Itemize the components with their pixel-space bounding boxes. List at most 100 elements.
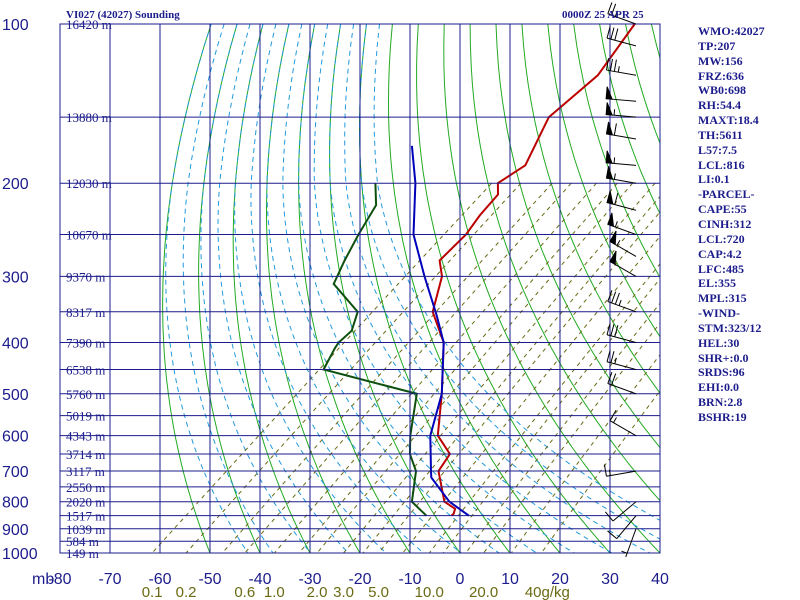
wind-barb [606, 190, 637, 211]
wind-barb [606, 323, 637, 343]
temperature-tick-label: -70 [98, 571, 121, 588]
moist-adiabat-line [282, 24, 500, 553]
temperature-tick-label: -30 [298, 571, 321, 588]
pressure-tick-label: 100 [2, 17, 29, 34]
dry-adiabat-line [329, 24, 461, 553]
wind-barb-flag [605, 150, 613, 164]
wind-barb-staff [612, 501, 637, 522]
wind-barb [605, 86, 637, 102]
mixing-ratio-line [185, 182, 522, 553]
wind-barb [609, 230, 637, 257]
wind-barb-feather [610, 324, 615, 336]
height-label: 8317 m [66, 305, 105, 320]
mixing-ratio-line [510, 354, 660, 553]
dry-adiabat-line [495, 24, 660, 449]
wind-barb [607, 372, 637, 395]
wind-barbs-group [603, 2, 637, 558]
mixing-ratio-label: 0.1 [142, 584, 163, 600]
mixing-ratio-line [362, 195, 660, 553]
stat-tp: TP:207 [698, 38, 736, 53]
height-label: 2550 m [66, 480, 105, 495]
temperature-tick-label: -80 [48, 571, 71, 588]
moist-adiabat-line [182, 24, 274, 553]
mixing-ratio-line [273, 182, 597, 553]
temperature-tick-label: -40 [248, 571, 271, 588]
mixing-ratio-label: 0.6 [234, 584, 255, 600]
mixing-ratio-line [377, 211, 660, 553]
dry-adiabat-line [573, 24, 660, 279]
dry-adiabat-line [198, 24, 261, 553]
height-label: 16420 m [66, 17, 112, 32]
wind-barb-staff [607, 13, 637, 25]
plot-area [151, 24, 660, 553]
mixing-ratio-line [482, 322, 660, 553]
wind-barb-feather [613, 59, 617, 72]
temperature-tick-label: -20 [348, 571, 371, 588]
wind-barb-feather [607, 372, 613, 384]
mixing-ratio-line [244, 182, 572, 553]
stat-rh: RH:54.4 [698, 98, 741, 113]
wind-barb [604, 501, 637, 522]
wind-barb [609, 409, 637, 437]
dry-adiabat-line [298, 24, 411, 553]
pressure-tick-label: 600 [2, 429, 29, 446]
stat-parcel-lcl: LCL:720 [698, 231, 745, 246]
wind-barb-staff [606, 470, 637, 477]
dry-adiabat-line [266, 24, 361, 553]
stat-cape: CAPE:55 [698, 202, 747, 217]
wind-barb-flag [605, 166, 614, 180]
wind-barb [605, 58, 637, 76]
stat-maxt: MAXT:18.4 [698, 113, 759, 128]
height-label: 10670 m [66, 228, 112, 243]
stat-mpl: MPL:315 [698, 291, 747, 306]
wind-barb-feather [609, 409, 617, 421]
pressure-tick-label: 700 [2, 464, 29, 481]
mixing-ratio-line [342, 182, 656, 553]
wind-barb-feather [614, 192, 619, 205]
wind-barb-half-feather [613, 417, 617, 423]
dry-adiabat-line [547, 24, 660, 338]
height-label: 13880 m [66, 110, 112, 125]
wind-barb-feather [609, 58, 613, 71]
stat-brn: BRN:2.8 [698, 395, 743, 410]
wind-barb-feather [614, 292, 620, 305]
stat-el: EL:355 [698, 276, 737, 291]
pressure-tick-label: 500 [2, 387, 29, 404]
wind-barb-feather [606, 26, 611, 39]
wind-barb [605, 166, 637, 184]
moist-adiabat-line [250, 24, 425, 553]
temperature-tick-label: -10 [398, 571, 421, 588]
wind-barb-feather [605, 58, 610, 71]
moist-adiabat-line [313, 24, 575, 553]
temperature-tick-label: -60 [148, 571, 171, 588]
mixing-ratio-label: 5.0 [368, 584, 389, 600]
moist-adiabat-line [358, 24, 660, 540]
moist-adiabat-line [329, 24, 613, 553]
mixing-ratio-line [151, 182, 492, 553]
wind-barb [605, 150, 637, 166]
stat-ehi: EHI:0.0 [698, 380, 740, 395]
wind-barb-flag [607, 212, 615, 228]
wind-barb-feather [606, 323, 611, 335]
stat-stm: STM:323/12 [698, 320, 762, 335]
moist-adiabat-line [298, 24, 538, 553]
moist-adiabat-line [200, 24, 312, 553]
mixing-ratio-label: 1.0 [264, 584, 285, 600]
wind-barb-feather [606, 350, 611, 362]
pressure-tick-label: 800 [2, 495, 29, 512]
dry-adiabat-line [358, 24, 511, 553]
mixing-ratio-line [465, 302, 660, 553]
mixing-ratio-line [316, 182, 633, 553]
wind-barb [621, 528, 637, 558]
wind-barb-half-feather [613, 109, 616, 116]
height-label: 5760 m [66, 387, 105, 402]
dry-adiabat-line [469, 24, 660, 502]
stat-parcel-heading: -PARCEL- [698, 187, 755, 202]
height-label: 5019 m [66, 409, 105, 424]
wind-barb-staff [606, 37, 637, 47]
wind-barb [607, 290, 637, 313]
wind-barb-feather [604, 511, 614, 522]
stat-th: TH:5611 [698, 127, 743, 142]
wind-barb [609, 250, 637, 277]
stat-lfc: LFC:485 [698, 261, 744, 276]
